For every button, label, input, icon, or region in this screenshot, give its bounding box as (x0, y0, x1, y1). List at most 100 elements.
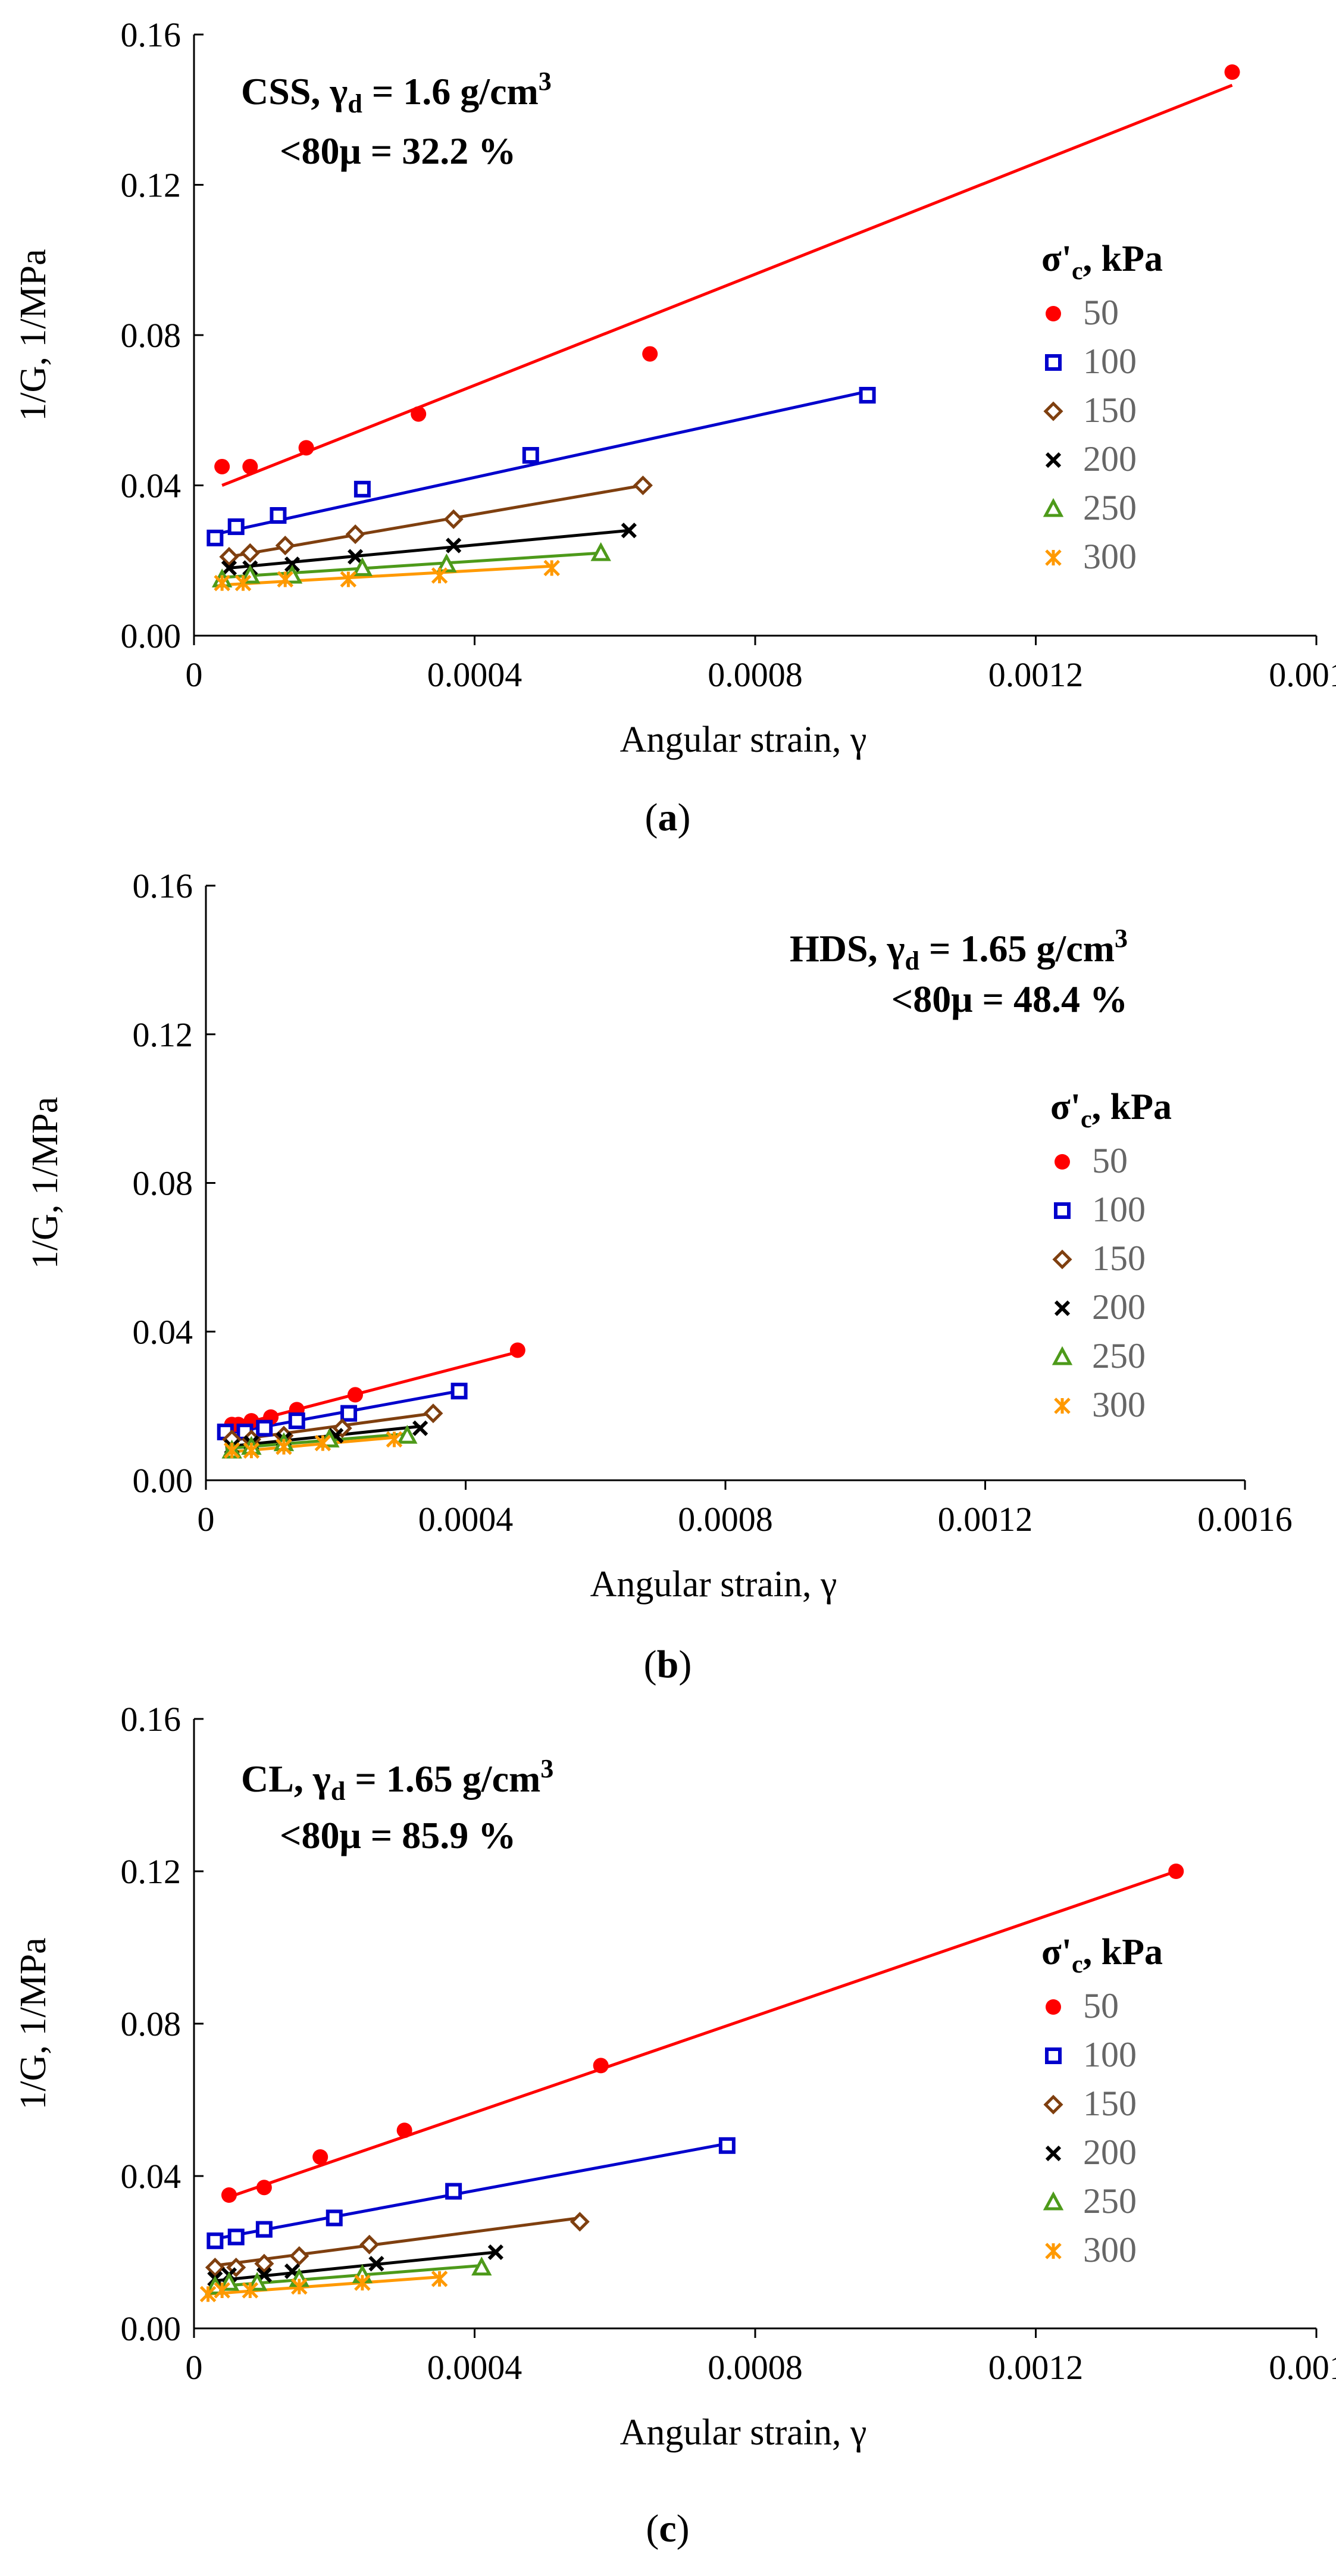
caption-paren: ) (678, 1643, 692, 1686)
legend-label-150: 150 (1092, 1239, 1146, 1278)
legend-marker-250 (1043, 498, 1064, 517)
legend-title: σ'c, kPa (1041, 239, 1163, 285)
annotation-gamma: γ (329, 70, 348, 112)
marker-diamond (240, 543, 260, 563)
annotation-line2: <80μ = 85.9 % (280, 1814, 516, 1856)
chart-panel-c: 0.00 0.04 0.08 0.12 0.16 0 0.0004 0.0008 0.0012 0… (13, 1700, 1336, 2550)
marker-triangle (590, 542, 611, 561)
marker-asterisk (234, 574, 252, 592)
marker-circle (242, 458, 258, 474)
chart-panel-a: 0.00 0.04 0.08 0.12 0.16 0 0.0004 0.0008 0.0012 0… (13, 15, 1336, 839)
data-point-300 (314, 1434, 331, 1452)
caption-paren: ( (646, 2507, 659, 2550)
x-tick-label: 0.0008 (678, 1500, 773, 1539)
caption-paren: ) (677, 2507, 690, 2550)
data-point-50 (312, 2149, 328, 2165)
y-tick-label: 0.00 (121, 617, 182, 655)
marker-circle (396, 2122, 412, 2139)
fit-line-50 (221, 83, 1233, 487)
legend-label-100: 100 (1092, 1190, 1146, 1229)
marker-x (221, 560, 237, 576)
marker-x (487, 2244, 503, 2261)
x-tick-label: 0 (186, 2348, 203, 2387)
marker-square (1054, 1202, 1071, 1219)
annotation-density: = 1.6 g/cm (362, 70, 539, 112)
x-tick-label: 0.0016 (1269, 2348, 1336, 2387)
marker-diamond (1043, 401, 1063, 421)
marker-asterisk (199, 2286, 217, 2303)
data-point-200 (284, 556, 301, 573)
fit-line-150 (225, 1412, 434, 1443)
marker-circle (312, 2149, 328, 2165)
legend-marker-300 (1045, 2243, 1062, 2259)
legend-marker-50 (1046, 1999, 1061, 2015)
marker-circle (411, 406, 427, 422)
y-axis-label: 1/G, 1/MPa (13, 249, 54, 421)
legend-marker-100 (1054, 1202, 1071, 1219)
data-point-100 (227, 518, 245, 535)
marker-triangle (471, 2256, 492, 2276)
data-point-150 (289, 2246, 309, 2266)
marker-triangle (352, 557, 373, 576)
caption-letter: a (658, 796, 678, 839)
legend-marker-200 (1054, 1300, 1071, 1317)
annotation-sup: 3 (1115, 924, 1128, 953)
data-point-300 (214, 574, 230, 592)
data-point-100 (206, 529, 224, 546)
fit-line-150 (215, 2216, 580, 2267)
marker-circle (298, 440, 314, 456)
data-point-100 (450, 1383, 468, 1400)
marker-x (621, 523, 637, 539)
data-point-50 (593, 2058, 609, 2074)
marker-circle (1046, 1999, 1061, 2015)
data-point-300 (386, 1431, 403, 1448)
data-point-300 (243, 1442, 260, 1459)
y-tick-label: 0.16 (121, 1700, 182, 1739)
annotation-density: = 1.65 g/cm (919, 927, 1115, 970)
data-point-100 (522, 447, 539, 464)
marker-diamond (1052, 1249, 1072, 1270)
marker-asterisk (1054, 1398, 1071, 1414)
annotation-soil: CSS, (241, 70, 330, 112)
legend-label-250: 250 (1083, 488, 1137, 527)
legend-label-300: 300 (1083, 537, 1137, 576)
legend-marker-150 (1043, 401, 1063, 421)
y-axis-label: 1/G, 1/MPa (25, 1097, 65, 1269)
legend-title-sigma: σ' (1041, 1932, 1072, 1972)
legend-label-300: 300 (1083, 2230, 1137, 2269)
panel-caption: (a) (645, 796, 691, 839)
y-tick-label: 0.04 (121, 2157, 182, 2196)
data-point-100 (256, 1420, 273, 1437)
y-tick-label: 0.04 (121, 467, 182, 505)
data-point-50 (1168, 1864, 1184, 1879)
y-tick-label: 0.16 (133, 867, 193, 905)
marker-circle (221, 2187, 237, 2203)
x-tick-label: 0.0012 (938, 1500, 1033, 1539)
annotation-sub: d (348, 89, 362, 118)
legend-label-200: 200 (1083, 2133, 1137, 2172)
data-point-50 (221, 2187, 237, 2203)
data-point-150 (443, 509, 464, 529)
marker-asterisk (354, 2274, 371, 2291)
data-point-50 (256, 2180, 272, 2196)
legend-label-150: 150 (1083, 390, 1137, 430)
data-point-50 (242, 458, 258, 474)
data-point-150 (240, 543, 260, 563)
y-tick-label: 0.12 (121, 1852, 182, 1891)
x-axis-label: Angular strain, γ (590, 1564, 837, 1605)
marker-asterisk (431, 2271, 448, 2287)
data-point-150 (345, 524, 365, 545)
data-point-300 (431, 2271, 448, 2287)
legend-title-sigma: σ' (1050, 1087, 1081, 1127)
fit-line-150 (229, 484, 643, 558)
legend-title-unit: , kPa (1083, 239, 1163, 279)
annotation-gamma: γ (312, 1758, 331, 1800)
x-tick-label: 0.0008 (708, 2348, 803, 2387)
caption-paren: ) (678, 796, 691, 839)
caption-paren: ( (645, 796, 658, 839)
data-point-50 (1224, 64, 1240, 80)
marker-square (270, 507, 287, 524)
marker-square (206, 529, 224, 546)
data-point-300 (276, 1439, 292, 1455)
